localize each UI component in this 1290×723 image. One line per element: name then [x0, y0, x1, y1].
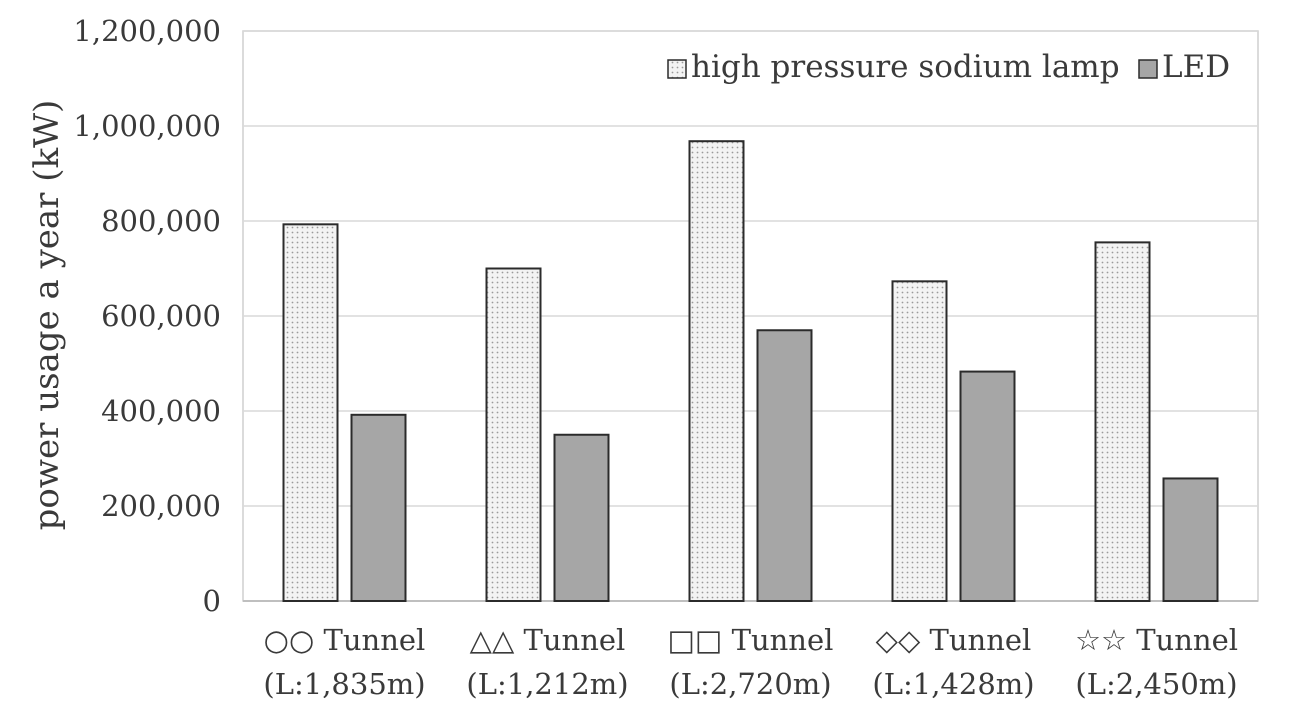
legend-label-sodium: high pressure sodium lamp	[691, 49, 1120, 85]
y-tick-label: 400,000	[101, 394, 221, 428]
y-tick-label: 1,000,000	[73, 109, 221, 143]
bar-sodium	[1094, 241, 1151, 602]
x-tick-label: □□ Tunnel	[668, 623, 834, 657]
x-tick-sublabel: (L:1,428m)	[872, 667, 1034, 701]
bar-led	[1162, 477, 1219, 603]
legend: high pressure sodium lamp LED	[667, 49, 1230, 85]
x-tick-label: ○○ Tunnel	[264, 623, 426, 657]
x-tick-sublabel: (L:2,450m)	[1075, 667, 1237, 701]
bar-led	[350, 413, 407, 602]
bars	[282, 140, 1219, 603]
bar-sodium	[485, 267, 542, 602]
x-tick-label: △△ Tunnel	[470, 623, 626, 657]
x-tick-label: ☆☆ Tunnel	[1075, 623, 1238, 657]
bar-led	[553, 433, 610, 602]
gridlines	[242, 30, 1259, 602]
y-axis-ticks: 0 200,000 400,000 600,000 800,000 1,000,000 1,…	[73, 14, 221, 618]
y-tick-label: 800,000	[101, 204, 221, 238]
bar-led	[959, 370, 1016, 603]
y-tick-label: 1,200,000	[73, 14, 221, 48]
y-tick-label: 600,000	[101, 299, 221, 333]
x-tick-label: ◇◇ Tunnel	[876, 623, 1032, 657]
legend-swatch-led	[1138, 59, 1158, 79]
y-axis-label: power usage a year (kW)	[27, 100, 67, 531]
x-tick-sublabel: (L:1,835m)	[263, 667, 425, 701]
x-axis-ticks: ○○ Tunnel (L:1,835m) △△ Tunnel (L:1,212m) □□…	[263, 623, 1238, 701]
y-tick-label: 200,000	[101, 489, 221, 523]
legend-label-led: LED	[1162, 49, 1230, 85]
x-tick-sublabel: (L:2,720m)	[669, 667, 831, 701]
bar-sodium	[891, 280, 948, 602]
x-tick-sublabel: (L:1,212m)	[466, 667, 628, 701]
bar-sodium	[282, 223, 339, 602]
bar-led	[756, 329, 813, 602]
legend-swatch-sodium	[667, 59, 687, 79]
y-tick-label: 0	[203, 584, 221, 618]
bar-sodium	[688, 140, 745, 602]
